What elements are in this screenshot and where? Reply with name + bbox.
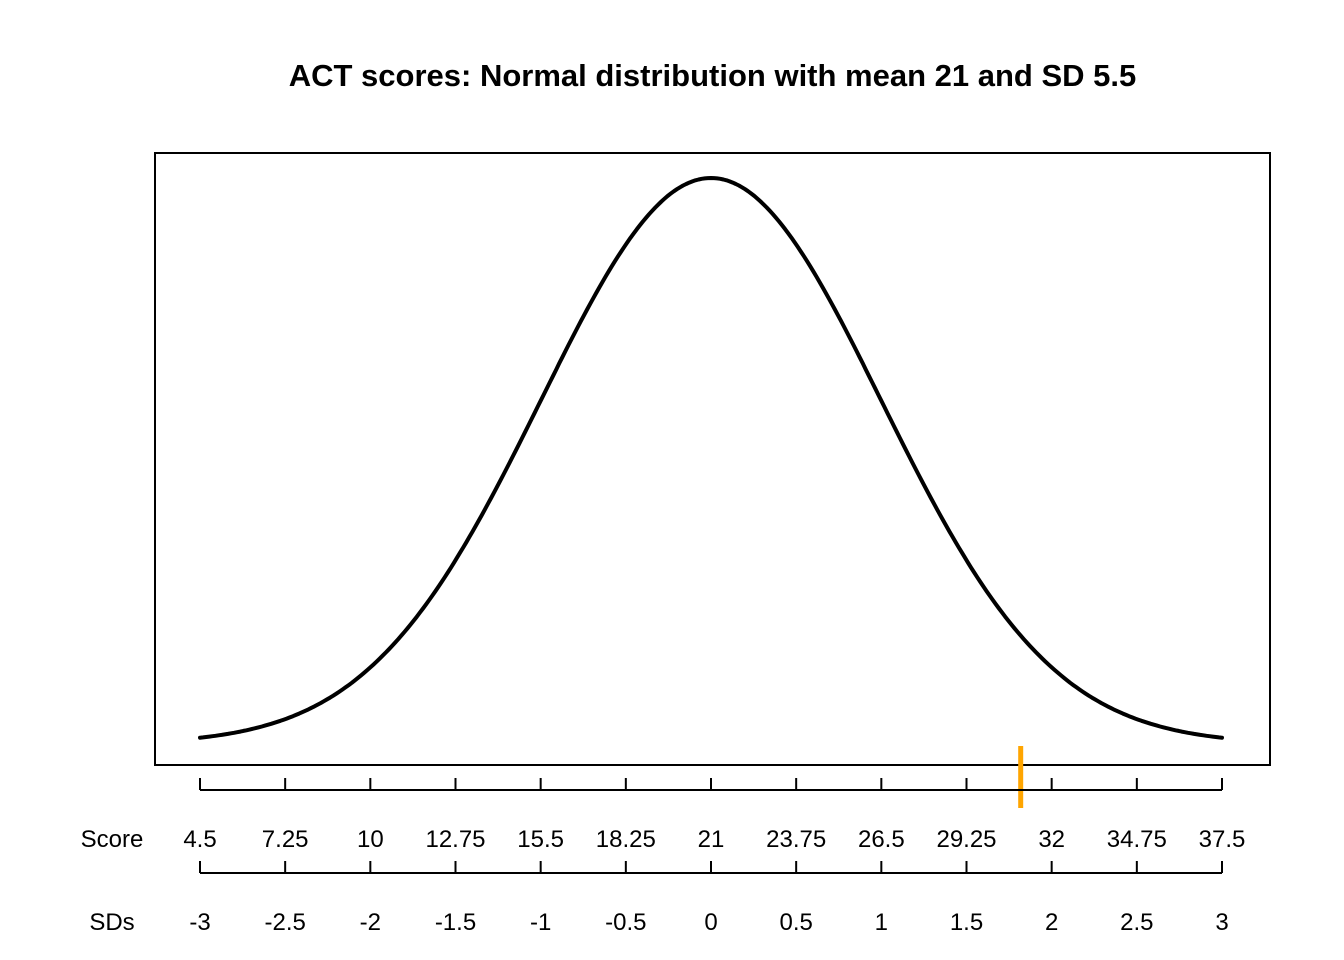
- tick-label: 15.5: [517, 826, 564, 853]
- tick-label: 12.75: [425, 826, 485, 853]
- tick-label: 7.25: [262, 826, 309, 853]
- tick-label: -1.5: [435, 909, 476, 936]
- tick-label: 1.5: [950, 909, 983, 936]
- tick-label: -2: [360, 909, 381, 936]
- plot-box: [154, 152, 1271, 766]
- tick-label: 3: [1215, 909, 1228, 936]
- tick-label: 2: [1045, 909, 1058, 936]
- axis-score: 4.5 7.25 10 12.75 15.5 18.25 21 23.75 26.5 29.25 3…: [81, 778, 1246, 853]
- chart-title: ACT scores: Normal distribution with mea…: [288, 58, 1137, 93]
- tick-label: 23.75: [766, 826, 826, 853]
- tick-label: 26.5: [858, 826, 905, 853]
- tick-label: 0.5: [779, 909, 812, 936]
- tick-label: 1: [875, 909, 888, 936]
- tick-label: -3: [189, 909, 210, 936]
- tick-label: 18.25: [596, 826, 656, 853]
- tick-label: 0: [704, 909, 717, 936]
- axis-name-label: SDs: [89, 909, 134, 936]
- tick-label: -2.5: [264, 909, 305, 936]
- tick-label: 34.75: [1107, 826, 1167, 853]
- tick-label: 37.5: [1199, 826, 1246, 853]
- axis-name-label: Score: [81, 826, 144, 853]
- axis-sds: -3 -2.5 -2 -1.5 -1 -0.5 0 0.5 1 1.5 2 2.5 3 SDs: [89, 861, 1229, 936]
- tick-label: -1: [530, 909, 551, 936]
- tick-label: 4.5: [183, 826, 216, 853]
- normal-curve: [198, 176, 1224, 740]
- tick-label: 21: [698, 826, 725, 853]
- tick-label: 10: [357, 826, 384, 853]
- tick-label: 29.25: [936, 826, 996, 853]
- tick-label: 32: [1038, 826, 1065, 853]
- tick-label: 2.5: [1120, 909, 1153, 936]
- tick-label: -0.5: [605, 909, 646, 936]
